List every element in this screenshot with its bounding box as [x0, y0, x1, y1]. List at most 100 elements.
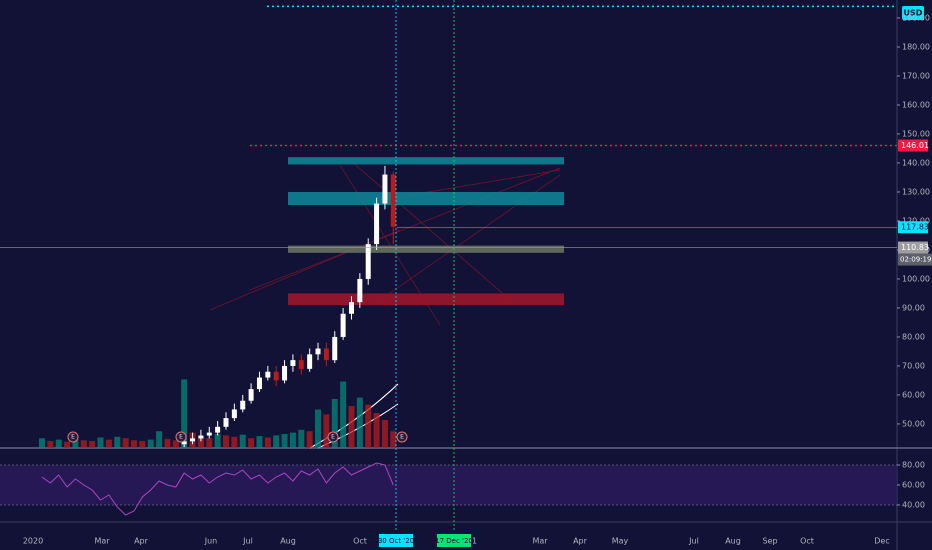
earnings-marker[interactable]	[327, 431, 339, 443]
candle-body	[323, 348, 329, 361]
price-label: 117.83	[901, 223, 929, 232]
candle-body	[390, 174, 396, 227]
candle-body	[382, 174, 388, 204]
volume-bar	[89, 441, 96, 448]
volume-bar	[122, 438, 129, 448]
volume-bar	[55, 439, 62, 448]
x-tick-label: Mar	[94, 537, 110, 546]
volume-bar	[72, 438, 79, 448]
candle-body	[265, 371, 271, 378]
volume-bar	[315, 409, 322, 448]
price-zone[interactable]	[288, 157, 564, 165]
earnings-label: E	[400, 434, 404, 441]
volume-bar	[289, 432, 296, 448]
earnings-marker[interactable]	[67, 431, 79, 443]
price-zone[interactable]	[288, 245, 564, 253]
volume-bar	[181, 379, 188, 448]
candle-body	[374, 203, 380, 245]
volume-bar	[331, 399, 338, 448]
volume-bar	[340, 381, 347, 448]
y-tick-label: 50.00	[902, 419, 925, 428]
candle-body	[365, 244, 371, 279]
rsi-band	[0, 465, 897, 505]
price-zone[interactable]	[288, 293, 564, 306]
price-label: 110.83	[901, 243, 929, 252]
volume-bar	[64, 441, 71, 448]
volume-bar	[206, 438, 213, 448]
volume-bar	[306, 431, 313, 448]
y-tick-label: 70.00	[902, 361, 925, 370]
x-tick-label: Jul	[242, 537, 253, 546]
volume-bar	[130, 440, 137, 448]
volume-bar	[38, 438, 45, 448]
volume-bar	[97, 437, 104, 448]
x-tick-label: Oct	[353, 537, 367, 546]
volume-bar	[273, 435, 280, 448]
y-tick-label: 170.00	[902, 71, 930, 80]
price-zone[interactable]	[288, 191, 564, 206]
candle-body	[198, 435, 204, 439]
candle-body	[215, 426, 221, 433]
x-tick-label: Dec	[874, 537, 889, 546]
y-tick-label: 160.00	[902, 100, 930, 109]
y-tick-label: 150.00	[902, 129, 930, 138]
rsi-tick-label: 60.00	[902, 481, 925, 490]
volume-bar	[256, 436, 263, 448]
currency-label: USD	[904, 9, 923, 18]
volume-bar	[80, 440, 87, 448]
earnings-marker[interactable]	[175, 431, 187, 443]
volume-bar	[281, 434, 288, 448]
volume-bar	[356, 397, 363, 448]
volume-bar	[381, 420, 388, 448]
price-label-bg	[898, 221, 928, 234]
volume-bar	[298, 429, 305, 448]
candle-body	[273, 371, 279, 381]
candle-body	[282, 365, 288, 381]
earnings-marker[interactable]	[396, 431, 408, 443]
volume-bar	[156, 431, 163, 448]
x-tick-label: 21	[467, 537, 477, 546]
y-tick-label: 120.00	[902, 216, 930, 225]
volume-bar	[139, 441, 146, 448]
candle-body	[290, 360, 296, 366]
y-tick-label: 80.00	[902, 332, 925, 341]
candle-body	[231, 409, 237, 419]
currency-badge[interactable]	[902, 6, 924, 20]
volume-bar	[147, 439, 154, 448]
rsi-line	[41, 462, 394, 516]
earnings-label: E	[179, 434, 183, 441]
rsi-tick-label: 80.00	[902, 461, 925, 470]
y-tick-label: 60.00	[902, 390, 925, 399]
countdown-bg	[898, 253, 932, 266]
x-tick-label: Aug	[725, 537, 741, 546]
candle-body	[357, 278, 363, 303]
x-tick-label: Apr	[134, 537, 149, 546]
volume-bar	[47, 441, 54, 448]
volume-bar	[239, 434, 246, 448]
price-label-bg	[898, 241, 928, 254]
cursor-label-bg	[437, 534, 471, 547]
rsi-tick-label: 40.00	[902, 501, 925, 510]
candle-body	[256, 377, 262, 390]
volume-bar	[231, 436, 238, 448]
volume-bar	[105, 439, 112, 448]
volume-bar	[114, 436, 121, 448]
volume-bar	[323, 414, 330, 448]
volume-bar	[373, 413, 380, 448]
x-tick-label: May	[612, 537, 629, 546]
x-tick-label: Oct	[800, 537, 814, 546]
x-tick-label: Jul	[688, 537, 699, 546]
volume-bar	[264, 437, 271, 448]
x-tick-label: Jun	[204, 537, 218, 546]
candle-body	[348, 302, 354, 314]
earnings-label: E	[331, 434, 335, 441]
candle-body	[298, 360, 304, 369]
volume-bar	[172, 440, 179, 448]
volume-bar	[197, 437, 204, 448]
volume-bar	[214, 434, 221, 448]
x-tick-label: Sep	[762, 537, 777, 546]
x-tick-label: Apr	[573, 537, 588, 546]
y-tick-label: 180.00	[902, 42, 930, 51]
